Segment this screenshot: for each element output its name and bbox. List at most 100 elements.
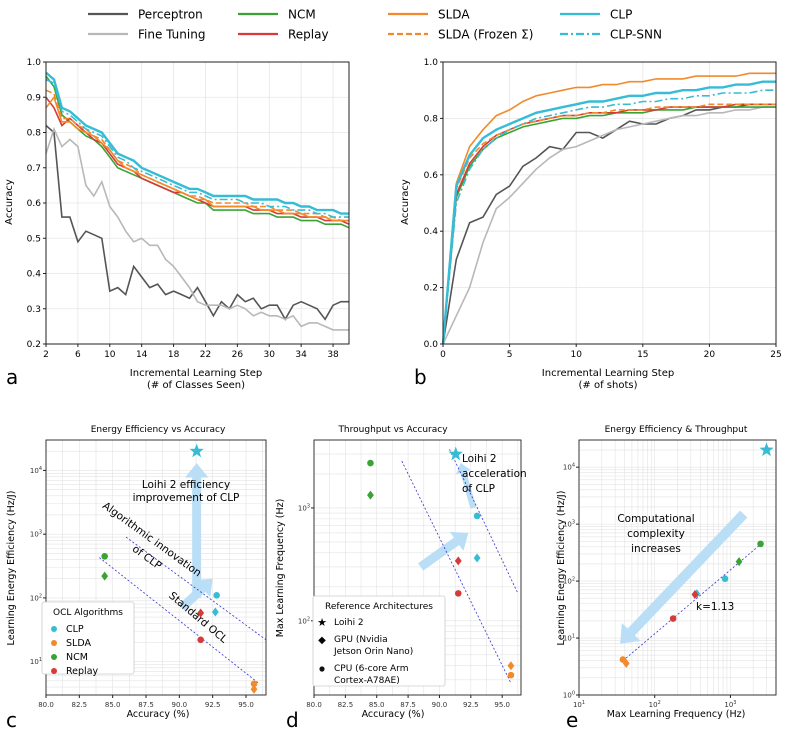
legend-marker-replay — [51, 668, 57, 674]
tick-label-x: 80.0 — [38, 701, 54, 709]
legend-marker-clp — [51, 626, 57, 632]
legend-entry-clp: CLP — [66, 624, 84, 635]
panel-a-ylabel: Accuracy — [4, 179, 15, 225]
point-replay-circle — [197, 636, 204, 644]
point-slda-diamond — [507, 661, 515, 671]
panel-a-accuracy-vs-classes: 2 6 10 14 18 22 26 30 34 380.20.30.40.50.60.70.80… — [4, 58, 350, 391]
tick-label-x: 101 — [573, 700, 585, 709]
tick-exponent: 4 — [572, 463, 575, 469]
legend-entry-ncm: NCM — [66, 652, 88, 663]
tick-label-x: 0 — [440, 350, 446, 360]
tick-label-y: 103 — [563, 520, 575, 529]
tick-label-x: 95.0 — [494, 701, 510, 709]
point-replay-diamond — [454, 556, 462, 566]
legend-label-fine-tuning: Fine Tuning — [138, 28, 205, 42]
tick-label-x: 85.0 — [369, 701, 385, 709]
panel-label-e: e — [566, 708, 578, 732]
tick-label-x: 26 — [232, 350, 244, 360]
algorithm-arrow-head — [194, 578, 213, 598]
legend-star-icon: ★ — [317, 616, 327, 629]
tick-label-y: 101 — [30, 657, 42, 666]
point-ncm-diamond — [101, 571, 109, 581]
tick-label-y: 0.6 — [27, 199, 42, 209]
tick-label-y: 0.8 — [424, 114, 439, 124]
series-line-slda — [45, 95, 349, 222]
point-slda-circle — [507, 671, 515, 679]
algorithm-arrow — [178, 585, 206, 612]
legend-label-slda: SLDA — [438, 8, 470, 22]
legend-entry-cpu-2: Cortex-A78AE) — [334, 676, 400, 686]
point-clp-diamond — [473, 553, 481, 563]
point-ncm-diamond — [735, 557, 743, 567]
panel-c-energy-vs-accuracy: Energy Efficiency vs Accuracy 80.0 82.5 85… — [6, 425, 267, 732]
tick-label-x: 14 — [136, 350, 148, 360]
tick-label-x: 82.5 — [72, 701, 88, 709]
tick-exponent: 0 — [572, 691, 575, 697]
tick-label-x: 87.5 — [138, 701, 154, 709]
point-replay-circle — [454, 590, 462, 597]
point-slda-diamond — [622, 658, 630, 668]
series-line-clp — [441, 80, 776, 345]
tick-label-y: 0.2 — [27, 340, 41, 350]
series-line-clp-snn — [45, 78, 349, 218]
tick-exponent: 2 — [307, 616, 310, 622]
tick-label-y: 104 — [563, 463, 575, 472]
panel-a-xlabel2: (# of Classes Seen) — [147, 380, 245, 391]
tick-label-x: 92.5 — [463, 701, 479, 709]
tick-label-x: 5 — [507, 350, 513, 360]
annotation-complexity-3: increases — [631, 543, 681, 555]
panel-c-ylabel: Learning Energy Efficiency (Hz/J) — [6, 491, 17, 646]
annotation-efficiency-2: improvement of CLP — [133, 492, 240, 504]
tick-label-x: 92.5 — [205, 701, 221, 709]
point-slda-circle — [250, 680, 258, 688]
point-replay-diamond — [197, 608, 205, 618]
annotation-acceleration: Loihi 2 — [462, 453, 497, 465]
tick-label-x: 15 — [637, 350, 648, 360]
series-line-ncm — [442, 106, 776, 345]
tick-label-y: 103 — [30, 530, 42, 539]
panel-d-throughput-vs-accuracy: Throughput vs Accuracy 80.0 82.5 85.0 87.5 9… — [275, 425, 527, 732]
efficiency-arrow-head — [184, 463, 209, 478]
legend-label-replay: Replay — [288, 28, 329, 42]
legend-entry-gpu: GPU (Nvidia — [334, 635, 388, 645]
panel-e-title: Energy Efficiency & Throughput — [605, 425, 748, 435]
tick-label-x: 87.5 — [400, 701, 416, 709]
tick-label-x: 102 — [649, 700, 661, 709]
point-replay-circle — [669, 615, 677, 622]
point-clp-star — [448, 446, 463, 461]
panel-d-xlabel: Accuracy (%) — [362, 709, 425, 720]
point-ncm-circle — [101, 552, 108, 560]
legend-entry-slda: SLDA — [66, 638, 91, 649]
annotation-slope: k=1.13 — [696, 601, 734, 613]
panel-c-title: Energy Efficiency vs Accuracy — [91, 425, 226, 435]
tick-label-x: 30 — [264, 350, 276, 360]
tick-label-y: 100 — [563, 691, 575, 700]
legend-marker-slda — [51, 640, 57, 646]
tick-label-x: 20 — [704, 350, 716, 360]
tick-exponent: 2 — [572, 577, 575, 583]
tick-label-x: 25 — [770, 350, 781, 360]
tick-label-y: 0.8 — [27, 129, 42, 139]
tick-label-y: 102 — [563, 577, 575, 586]
point-clp-diamond — [211, 607, 219, 617]
tick-label-x: 38 — [327, 350, 339, 360]
tick-label-x: 80.0 — [306, 701, 322, 709]
tick-label-y: 1.0 — [27, 58, 42, 68]
panel-b-xlabel2: (# of shots) — [579, 380, 638, 391]
panel-e-xlabel: Max Learning Frequency (Hz) — [607, 709, 746, 720]
panel-c-legend: OCL Algorithms CLP SLDA NCM Replay — [41, 601, 135, 677]
trend-line — [401, 460, 512, 684]
tick-label-y: 102 — [298, 616, 310, 625]
plot-frame — [45, 439, 267, 696]
point-clp-circle — [473, 512, 481, 520]
tick-label-y: 0.4 — [27, 270, 42, 280]
point-ncm-diamond — [367, 490, 374, 500]
series-line-clp-snn — [442, 89, 776, 345]
point-ncm-circle — [757, 540, 764, 548]
legend-entry-gpu-2: Jetson Orin Nano) — [333, 647, 413, 657]
tick-exponent: 3 — [572, 520, 575, 526]
panel-label-c: c — [6, 708, 17, 732]
point-clp-circle — [213, 591, 220, 599]
legend-diamond-icon: ◆ — [318, 635, 326, 646]
tick-label-y: 1.0 — [424, 58, 439, 68]
